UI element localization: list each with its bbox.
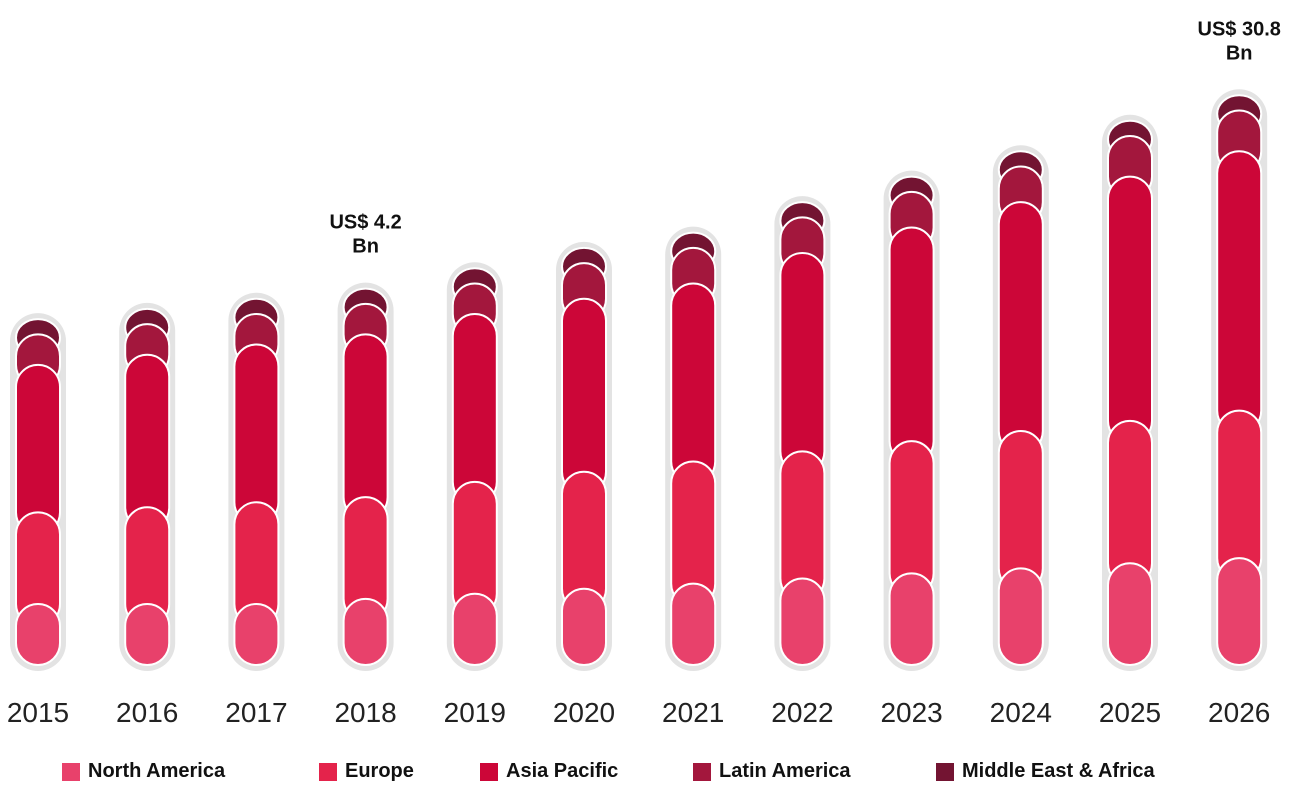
x-tick-label-2016: 2016 xyxy=(116,697,178,728)
bar-segment-north-america-2019 xyxy=(451,592,498,666)
bar-segment-europe-2023 xyxy=(888,440,935,597)
x-tick-label-2020: 2020 xyxy=(553,697,615,728)
bar-segment-north-america-2025 xyxy=(1107,562,1153,666)
bar-segment-europe-2024 xyxy=(997,430,1044,592)
bar-segment-north-america-2021 xyxy=(670,582,717,667)
bar-segment-europe-2025 xyxy=(1107,419,1153,587)
legend-swatch-europe xyxy=(319,762,337,781)
bar-segment-north-america-2026 xyxy=(1216,557,1263,666)
x-tick-label-2015: 2015 xyxy=(7,697,69,728)
bar-segment-north-america-2023 xyxy=(888,572,935,666)
legend-label-europe: Europe xyxy=(345,760,414,782)
bar-segment-asia-pacific-2018 xyxy=(342,333,389,521)
x-tick-label-2017: 2017 xyxy=(225,697,287,728)
bar-segment-north-america-2024 xyxy=(997,567,1044,667)
callout-2018: US$ 4.2 Bn xyxy=(329,212,401,258)
bar-segment-asia-pacific-2019 xyxy=(451,313,498,505)
legend-item-middle-east-africa: Middle East & Africa xyxy=(936,760,1155,783)
legend-item-europe: Europe xyxy=(319,760,414,783)
legend-item-asia-pacific: Asia Pacific xyxy=(480,760,618,783)
x-tick-label-2019: 2019 xyxy=(444,697,506,728)
bar-segment-europe-2026 xyxy=(1216,409,1263,582)
chart-plot: 2015 2016 2017 2018 US$ 4.2 Bn 2019 2020 2021 202… xyxy=(7,18,1281,728)
bar-segment-asia-pacific-2023 xyxy=(888,226,935,465)
bar-segment-asia-pacific-2017 xyxy=(233,343,280,526)
bar-segment-asia-pacific-2024 xyxy=(997,201,1044,454)
legend-item-north-america: North America xyxy=(62,760,225,783)
legend-swatch-asia-pacific xyxy=(480,762,498,781)
x-tick-label-2018: 2018 xyxy=(334,697,396,728)
bar-segment-north-america-2017 xyxy=(233,602,280,667)
bar-segment-asia-pacific-2015 xyxy=(15,363,61,536)
x-tick-label-2023: 2023 xyxy=(880,697,942,728)
bar-segment-asia-pacific-2021 xyxy=(670,282,717,485)
x-tick-label-2021: 2021 xyxy=(662,697,724,728)
legend: North America Europe Asia Pacific Latin … xyxy=(0,760,1296,787)
legend-label-middle-east-africa: Middle East & Africa xyxy=(962,760,1155,782)
callout-2026: US$ 30.8 Bn xyxy=(1198,18,1281,64)
bar-segment-asia-pacific-2026 xyxy=(1216,150,1263,434)
bar-segment-asia-pacific-2022 xyxy=(779,251,826,475)
legend-swatch-latin-america xyxy=(693,762,711,781)
x-tick-label-2024: 2024 xyxy=(990,697,1052,728)
bar-segment-north-america-2022 xyxy=(779,577,826,666)
bar-segment-north-america-2015 xyxy=(15,602,61,667)
legend-label-latin-america: Latin America xyxy=(719,760,851,782)
bar-segment-asia-pacific-2020 xyxy=(561,297,607,495)
legend-label-north-america: North America xyxy=(88,760,226,782)
bar-segment-north-america-2016 xyxy=(124,602,171,667)
x-tick-label-2022: 2022 xyxy=(771,697,833,728)
bar-segment-asia-pacific-2016 xyxy=(124,353,171,531)
bar-segment-north-america-2020 xyxy=(561,587,607,667)
bar-segment-north-america-2018 xyxy=(342,597,389,666)
legend-swatch-north-america xyxy=(62,762,80,781)
x-tick-label-2025: 2025 xyxy=(1099,697,1161,728)
legend-item-latin-america: Latin America xyxy=(693,760,851,783)
legend-label-asia-pacific: Asia Pacific xyxy=(506,760,619,782)
legend-swatch-middle-east-africa xyxy=(936,762,954,781)
x-tick-label-2026: 2026 xyxy=(1208,697,1270,728)
bar-segment-asia-pacific-2025 xyxy=(1107,175,1153,444)
